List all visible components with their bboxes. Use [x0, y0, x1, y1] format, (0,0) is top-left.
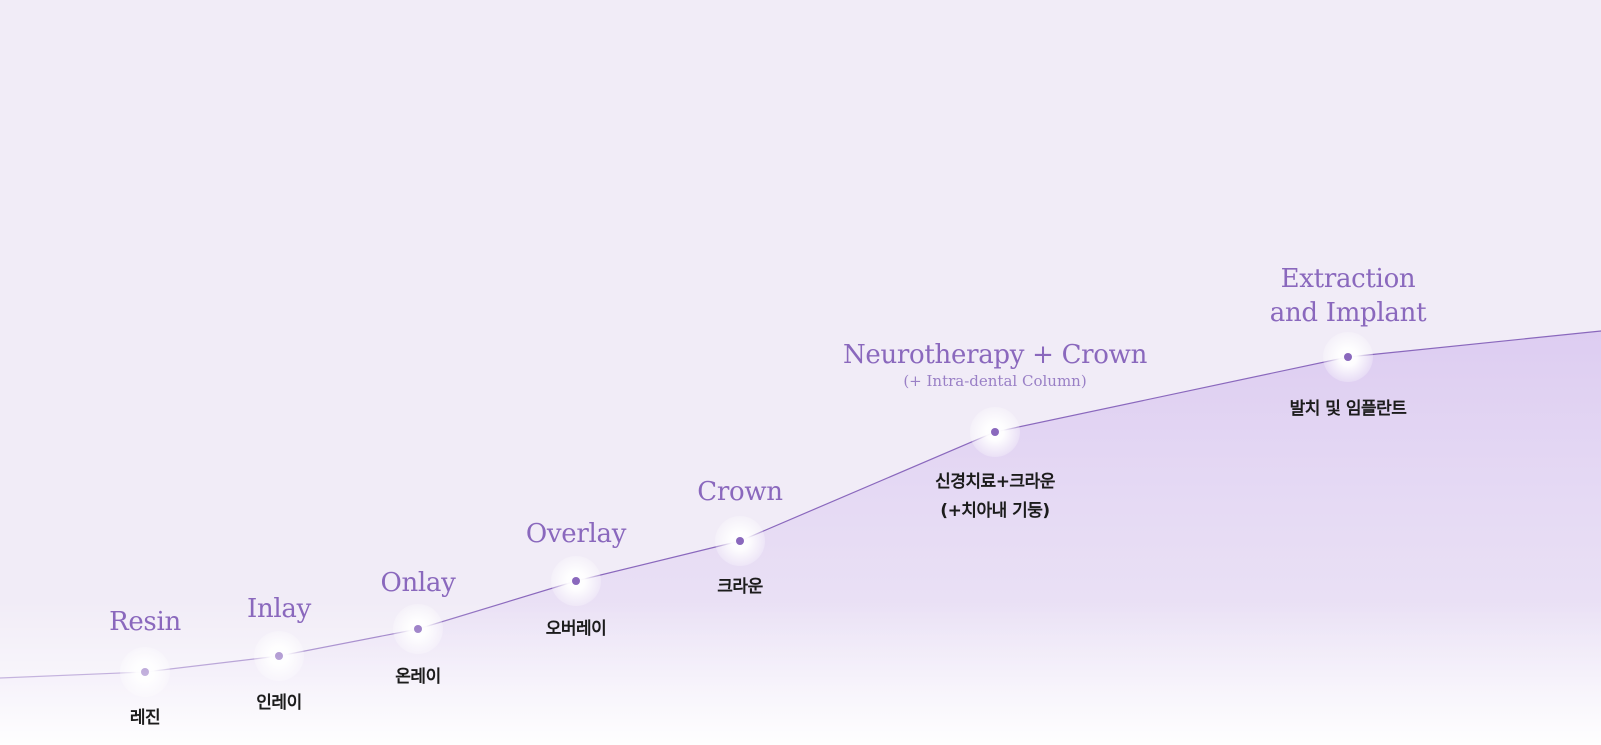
label-ko-crown: 크라운 — [717, 577, 763, 597]
label-en-neurotherapy: Neurotherapy + Crown — [842, 340, 1148, 370]
node-dot-onlay — [414, 625, 422, 633]
node-dot-extraction — [1344, 353, 1352, 361]
label-en-sub-neurotherapy: (+ Intra-dental Column) — [903, 372, 1087, 390]
label-ko-sub-neurotherapy: (+치아내 기둥) — [940, 501, 1050, 521]
label-en-crown: Crown — [697, 477, 783, 507]
label-ko-extraction: 발치 및 임플란트 — [1289, 399, 1407, 419]
label-ko-neurotherapy: 신경치료+크라운 — [935, 472, 1055, 492]
label-ko-overlay: 오버레이 — [545, 619, 607, 639]
progression-area — [0, 331, 1601, 745]
label-en-extraction: Extraction — [1280, 264, 1416, 294]
label-en-overlay: Overlay — [525, 519, 627, 549]
node-dot-resin — [141, 668, 149, 676]
label-en-onlay: Onlay — [380, 568, 456, 598]
label-en-inlay: Inlay — [246, 594, 312, 624]
label-ko-inlay: 인레이 — [256, 693, 302, 713]
node-dot-inlay — [275, 652, 283, 660]
label-en-extraction-line2: and Implant — [1269, 298, 1427, 328]
node-dot-crown — [736, 537, 744, 545]
node-dot-neurotherapy — [991, 428, 999, 436]
node-dot-overlay — [572, 577, 580, 585]
label-ko-onlay: 온레이 — [395, 667, 441, 687]
label-en-resin: Resin — [109, 607, 181, 637]
label-ko-resin: 레진 — [129, 708, 161, 728]
